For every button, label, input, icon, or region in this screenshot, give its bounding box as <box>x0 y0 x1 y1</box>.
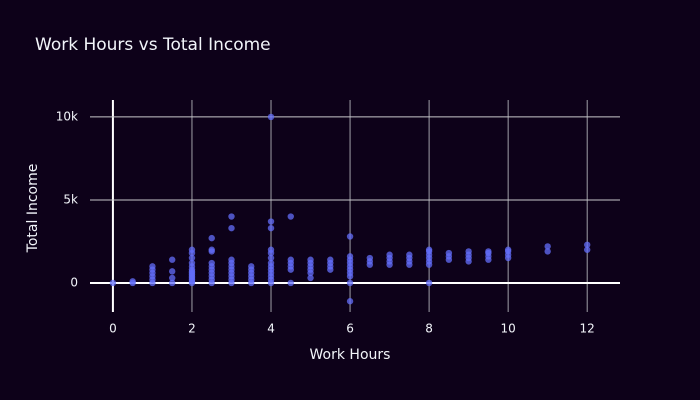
x-tick-label: 8 <box>425 322 433 336</box>
point <box>287 256 294 263</box>
point <box>465 248 472 255</box>
point <box>544 248 551 255</box>
grid <box>90 100 620 312</box>
point <box>544 243 551 250</box>
point <box>169 274 176 282</box>
y-tick-label: 10k <box>56 109 78 123</box>
x-tick-label: 10 <box>501 322 516 336</box>
point <box>188 254 196 262</box>
x-axis-label: Work Hours <box>310 347 391 363</box>
y-axis-label: Total Income <box>25 164 41 254</box>
points <box>109 113 591 305</box>
chart-title: Work Hours vs Total Income <box>35 35 271 55</box>
point <box>228 213 235 220</box>
point <box>406 251 413 258</box>
point <box>208 246 215 253</box>
point <box>425 246 433 253</box>
point <box>208 259 215 267</box>
point <box>267 218 275 225</box>
point <box>366 254 374 262</box>
point <box>149 263 156 270</box>
x-tick-label: 0 <box>109 322 117 336</box>
point <box>307 274 314 282</box>
point <box>346 253 354 260</box>
x-tick-label: 12 <box>580 322 595 336</box>
point <box>346 298 354 305</box>
point <box>327 256 334 263</box>
point <box>346 233 354 240</box>
x-tick-label: 2 <box>188 322 196 336</box>
point <box>109 279 117 287</box>
point <box>169 279 176 287</box>
point <box>425 279 433 287</box>
x-tick-label: 6 <box>346 322 354 336</box>
point <box>228 224 235 232</box>
point <box>583 246 591 253</box>
point <box>188 259 196 267</box>
point <box>169 256 176 263</box>
point <box>267 254 275 262</box>
point <box>188 246 196 253</box>
point <box>267 259 275 267</box>
point <box>287 279 294 287</box>
point <box>208 234 215 242</box>
x-tick-label: 4 <box>267 322 275 336</box>
point <box>267 246 275 253</box>
y-tick-label: 0 <box>70 275 78 289</box>
point <box>267 224 275 232</box>
point <box>346 279 354 287</box>
point <box>228 256 235 263</box>
point <box>386 251 393 258</box>
point <box>485 248 492 255</box>
point <box>169 268 176 275</box>
point <box>287 213 294 220</box>
point <box>307 256 314 263</box>
point <box>583 241 591 248</box>
point <box>267 113 275 121</box>
point <box>504 246 512 253</box>
point <box>445 249 453 257</box>
point <box>129 278 136 285</box>
y-tick-label: 5k <box>63 192 78 206</box>
point <box>248 263 255 270</box>
